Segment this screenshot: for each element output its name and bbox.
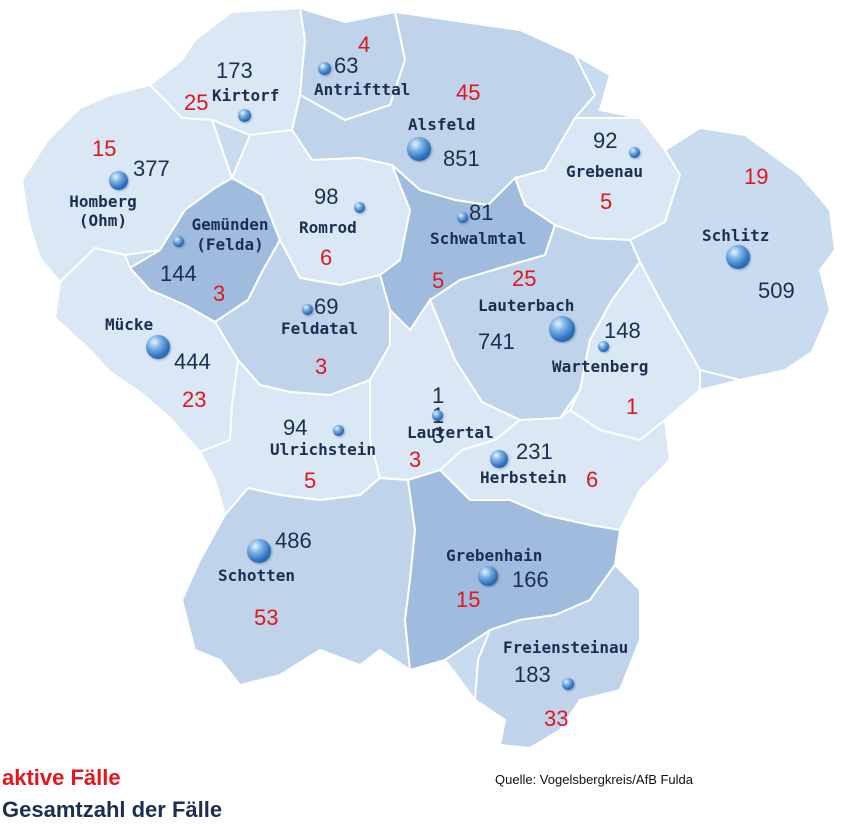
schwalmtal-active: 5 [432,268,445,293]
feldatal-total: 69 [314,294,339,319]
legend-active-label: aktive Fälle [2,765,121,790]
gemuenden-marker [173,236,184,247]
herbstein-marker [490,450,508,468]
gemuenden-name: Gemünden (Felda) [191,215,269,254]
lauterbach-active: 25 [512,266,537,291]
wartenberg-total: 148 [604,318,641,343]
kirtorf-name: Kirtorf [212,86,280,105]
gemuenden-total: 144 [160,261,197,286]
schlitz-name: Schlitz [702,226,770,245]
schwalmtal-name: Schwalmtal [430,229,527,248]
ulrichstein-total: 94 [283,415,308,440]
herbstein-total: 231 [516,439,553,464]
region-schotten [180,476,417,687]
homberg-active: 15 [92,136,117,161]
grebenau-name: Grebenau [566,162,644,181]
lautertal-name: Lautertal [407,423,494,442]
lauterbach-name: Lauterbach [478,296,575,315]
schlitz-marker [726,245,750,269]
freiensteinau-total: 183 [514,662,551,687]
lauterbach-marker [549,316,575,342]
antrifttal-total: 63 [334,53,359,78]
grebenhain-marker [478,566,498,586]
schotten-active: 53 [254,605,279,630]
homberg-marker [109,171,128,190]
grebenhain-total: 166 [512,567,549,592]
feldatal-name: Feldatal [281,319,359,338]
lauterbach-total: 741 [478,329,515,354]
ulrichstein-marker [333,425,344,436]
wartenberg-name: Wartenberg [552,357,649,376]
muecke-name: Mücke [105,315,154,334]
alsfeld-total: 851 [443,146,480,171]
schlitz-total: 509 [758,278,795,303]
kirtorf-active: 25 [184,90,209,115]
muecke-active: 23 [182,387,207,412]
freiensteinau-active: 33 [544,706,569,731]
antrifttal-marker [318,62,331,75]
kirtorf-marker [238,109,251,122]
muecke-total: 444 [174,349,211,374]
alsfeld-active: 45 [456,80,481,105]
ulrichstein-name: Ulrichstein [270,440,376,459]
feldatal-active: 3 [315,354,328,379]
herbstein-name: Herbstein [480,468,567,487]
freiensteinau-marker [562,678,574,690]
alsfeld-marker [407,137,431,161]
schwalmtal-marker [457,212,468,223]
grebenau-total: 92 [593,128,618,153]
schotten-name: Schotten [218,566,296,585]
schwalmtal-total: 81 [469,200,494,225]
romrod-marker [354,202,365,213]
muecke-marker [146,335,170,359]
grebenhain-name: Grebenhain [446,546,543,565]
freiensteinau-name: Freiensteinau [503,638,629,657]
kirtorf-total: 173 [216,58,253,83]
lautertal-marker [432,410,443,421]
romrod-total: 98 [314,184,339,209]
wartenberg-marker [598,341,609,352]
region-freiensteinau [473,563,641,750]
wartenberg-active: 1 [626,394,639,419]
homberg-total: 377 [133,156,170,181]
schotten-marker [247,539,271,563]
grebenau-active: 5 [600,189,613,214]
schlitz-active: 19 [744,164,769,189]
gemuenden-active: 3 [213,281,226,306]
antrifttal-active: 4 [358,32,371,57]
alsfeld-name: Alsfeld [408,115,476,134]
homberg-name: Homberg (Ohm) [69,192,137,231]
ulrichstein-active: 5 [304,468,317,493]
romrod-name: Romrod [299,218,357,237]
grebenau-marker [629,147,640,158]
source-note: Quelle: Vogelsbergkreis/AfB Fulda [495,772,693,787]
grebenhain-active: 15 [456,587,481,612]
feldatal-marker [302,304,313,315]
legend-total-label: Gesamtzahl der Fälle [2,797,223,822]
antrifttal-name: Antrifttal [314,80,411,99]
schotten-total: 486 [275,528,312,553]
herbstein-active: 6 [586,467,599,492]
romrod-active: 6 [320,245,333,270]
lautertal-active: 3 [409,447,422,472]
